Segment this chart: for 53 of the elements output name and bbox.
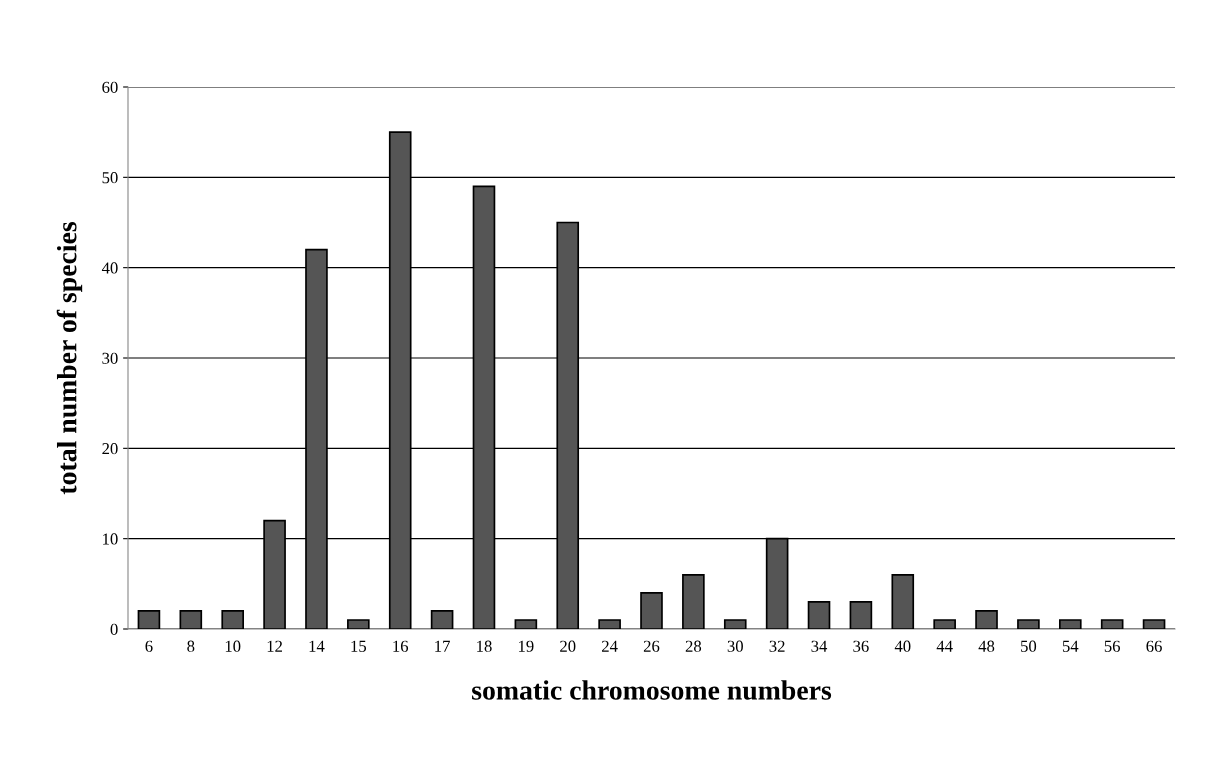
bar — [891, 573, 915, 629]
bar — [723, 619, 747, 629]
x-tick-label: 36 — [853, 640, 869, 652]
x-tick-label: 32 — [769, 640, 785, 652]
bar — [598, 619, 621, 629]
y-axis-title: total number of species — [56, 221, 83, 495]
x-tick-label: 8 — [187, 640, 195, 652]
bar — [1058, 619, 1082, 629]
x-tick-label: 26 — [643, 640, 660, 652]
x-tick-label: 66 — [1146, 640, 1162, 652]
bar — [1100, 619, 1124, 629]
bar — [849, 601, 873, 629]
bar — [1017, 619, 1040, 629]
x-tick-label: 20 — [560, 640, 576, 652]
y-tick-label: 40 — [101, 262, 118, 274]
x-tick-label: 30 — [727, 640, 743, 652]
bar — [807, 601, 831, 629]
x-tick-label: 34 — [811, 640, 828, 652]
bar — [221, 610, 245, 629]
bar — [179, 610, 203, 629]
x-tick-label: 10 — [225, 640, 241, 652]
x-tick-label: 28 — [685, 640, 702, 652]
bar — [640, 592, 663, 629]
x-tick-label: 24 — [602, 640, 618, 652]
bar — [975, 610, 998, 629]
x-tick-label: 18 — [477, 640, 492, 652]
x-tick-label: 14 — [309, 640, 325, 652]
y-tick-label: 50 — [102, 172, 118, 184]
bar — [933, 619, 956, 629]
bar — [514, 619, 538, 629]
bar — [430, 610, 454, 629]
x-tick-label: 44 — [936, 640, 953, 652]
x-axis-title: somatic chromosome numbers — [472, 680, 832, 700]
x-tick-label: 54 — [1062, 640, 1079, 652]
x-tick-label: 56 — [1104, 640, 1121, 652]
y-tick-label: 20 — [102, 443, 118, 455]
bar — [682, 573, 705, 629]
bar — [137, 610, 161, 629]
y-tick-label: 30 — [102, 352, 118, 364]
x-tick-label: 16 — [393, 640, 409, 652]
x-tick-label: 48 — [978, 640, 995, 652]
x-tick-label: 50 — [1021, 640, 1037, 652]
x-tick-label: 40 — [894, 640, 911, 652]
y-tick-label: 10 — [103, 533, 118, 545]
y-tick-label: 0 — [110, 623, 118, 635]
y-tick-label: 60 — [102, 81, 118, 93]
bar — [347, 619, 370, 629]
x-tick-label: 15 — [351, 640, 367, 652]
x-tick-label: 17 — [435, 640, 450, 652]
x-tick-label: 12 — [267, 640, 282, 652]
bar — [1142, 619, 1166, 629]
x-tick-label: 6 — [145, 640, 153, 652]
x-tick-label: 19 — [518, 640, 534, 652]
